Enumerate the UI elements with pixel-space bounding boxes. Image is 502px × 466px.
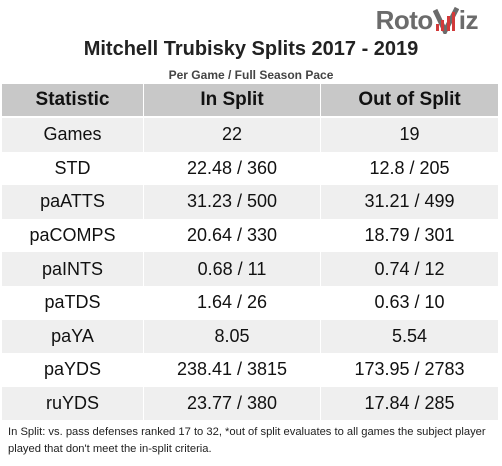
- out-of-split-value: 0.74 / 12: [321, 252, 498, 286]
- splits-table: Statistic In Split Out of Split Games 22…: [2, 84, 498, 421]
- out-of-split-value: 17.84 / 285: [321, 386, 498, 421]
- table-row: paTDS 1.64 / 26 0.63 / 10: [2, 285, 498, 320]
- stat-name: Games: [2, 118, 144, 152]
- rotoviz-logo: Roto iz: [375, 4, 479, 37]
- out-of-split-value: 19: [321, 118, 498, 152]
- in-split-value: 23.77 / 380: [144, 386, 321, 421]
- stat-name: STD: [2, 151, 144, 186]
- in-split-value: 0.68 / 11: [144, 252, 321, 286]
- logo-v-icon: [432, 6, 459, 37]
- out-of-split-value: 5.54: [321, 319, 498, 354]
- page-title: Mitchell Trubisky Splits 2017 - 2019: [83, 38, 419, 60]
- stat-name: paCOMPS: [2, 218, 144, 253]
- table-row: Games 22 19: [2, 118, 498, 152]
- table-row: STD 22.48 / 360 12.8 / 205: [2, 151, 498, 186]
- in-split-value: 22: [144, 118, 321, 152]
- logo-text-roto: Roto: [375, 4, 434, 35]
- in-split-value: 8.05: [144, 319, 321, 354]
- table-header-row: Statistic In Split Out of Split: [2, 84, 498, 118]
- out-of-split-value: 18.79 / 301: [321, 218, 498, 253]
- table-row: ruYDS 23.77 / 380 17.84 / 285: [2, 386, 498, 421]
- stat-name: paTDS: [2, 285, 144, 320]
- stat-name: ruYDS: [2, 386, 144, 421]
- in-split-value: 1.64 / 26: [144, 285, 321, 320]
- out-of-split-value: 31.21 / 499: [321, 185, 498, 219]
- table-row: paINTS 0.68 / 11 0.74 / 12: [2, 252, 498, 286]
- table-row: paYA 8.05 5.54: [2, 319, 498, 354]
- footnote: In Split: vs. pass defenses ranked 17 to…: [8, 426, 486, 455]
- stat-name: paATTS: [2, 185, 144, 219]
- in-split-value: 22.48 / 360: [144, 151, 321, 186]
- in-split-value: 20.64 / 330: [144, 218, 321, 253]
- in-split-value: 31.23 / 500: [144, 185, 321, 219]
- in-split-value: 238.41 / 3815: [144, 353, 321, 387]
- out-of-split-value: 173.95 / 2783: [321, 353, 498, 387]
- page-subtitle: Per Game / Full Season Pace: [168, 68, 334, 82]
- column-header-in-split: In Split: [144, 84, 321, 118]
- column-header-out-of-split: Out of Split: [321, 84, 498, 118]
- stat-name: paINTS: [2, 252, 144, 286]
- table-row: paATTS 31.23 / 500 31.21 / 499: [2, 185, 498, 219]
- out-of-split-value: 12.8 / 205: [321, 151, 498, 186]
- table-row: paYDS 238.41 / 3815 173.95 / 2783: [2, 353, 498, 387]
- stat-name: paYDS: [2, 353, 144, 387]
- logo-text-iz: iz: [458, 4, 479, 35]
- out-of-split-value: 0.63 / 10: [321, 285, 498, 320]
- column-header-statistic: Statistic: [2, 84, 144, 118]
- stat-name: paYA: [2, 319, 144, 354]
- table-row: paCOMPS 20.64 / 330 18.79 / 301: [2, 218, 498, 253]
